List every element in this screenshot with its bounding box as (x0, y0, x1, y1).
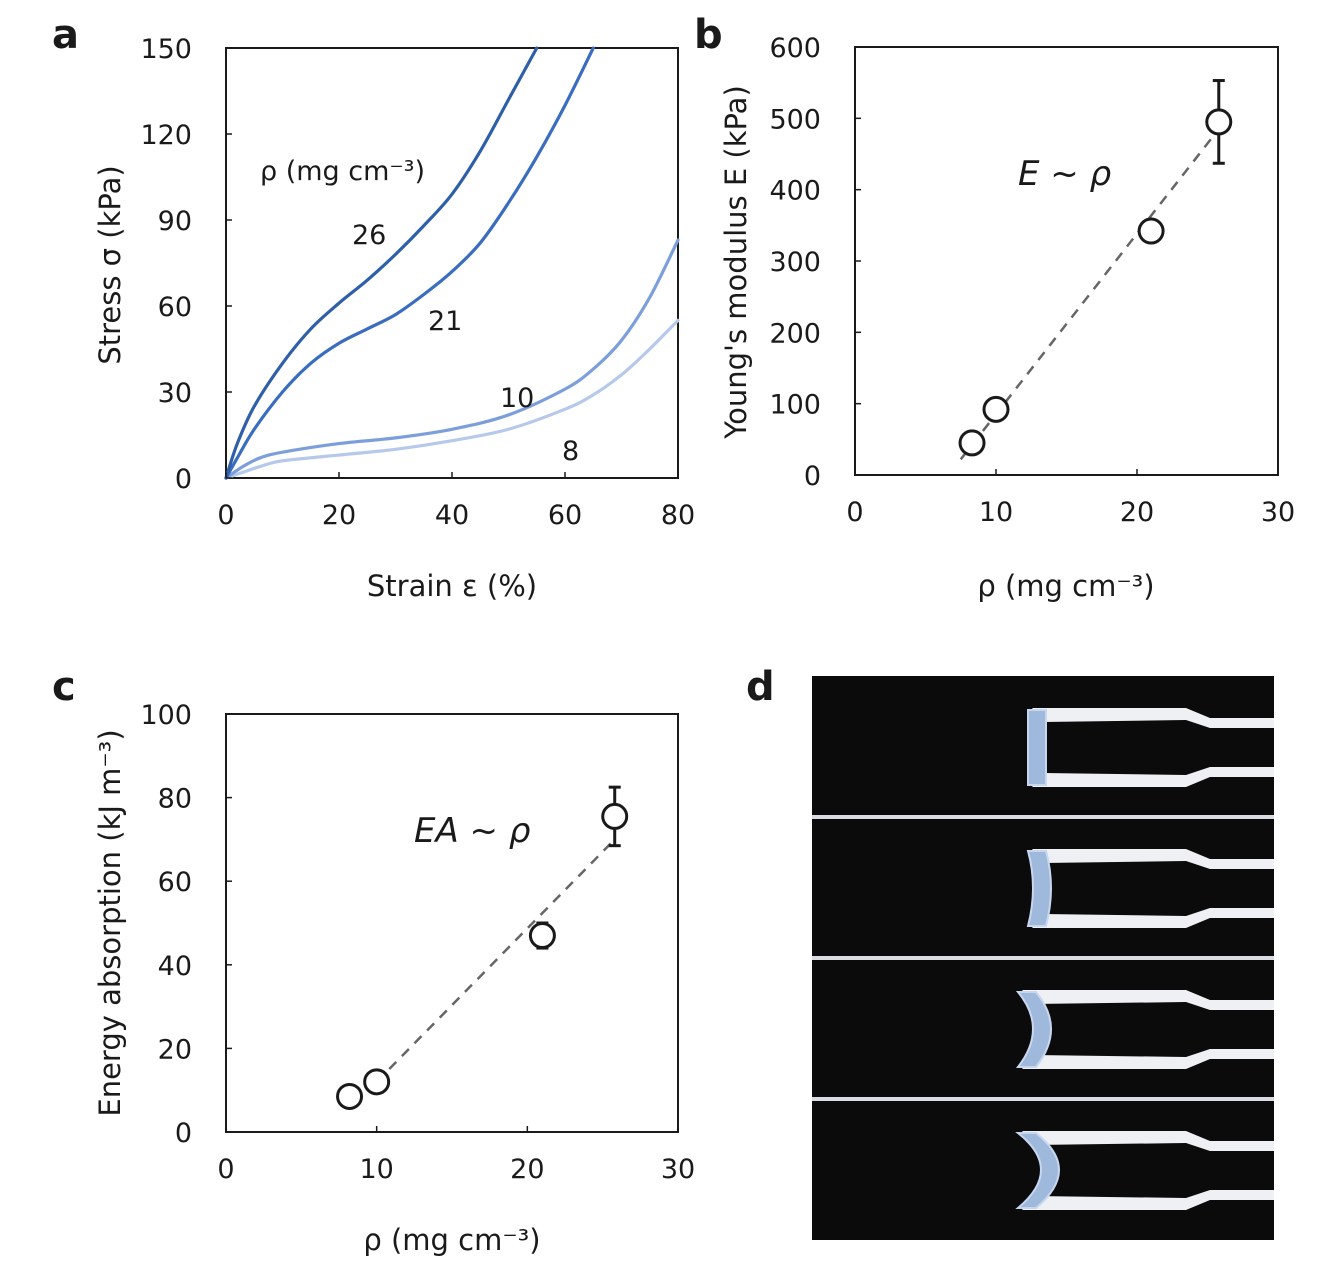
panel-b-x-tick-label: 10 (979, 497, 1013, 528)
panel-a-series-line-8 (224, 318, 680, 480)
panel-a-x-tick-label: 60 (548, 500, 582, 531)
panel-c-plot-frame (225, 713, 679, 1133)
photo-upper-jaw (1032, 849, 1274, 869)
photo-frame-divider (812, 815, 1274, 819)
panel-b-y-tick-label: 400 (769, 176, 821, 207)
panel-a-label-26: 26 (352, 220, 386, 251)
panel-b-data-point (1205, 108, 1233, 136)
panel-c-data-point (336, 1082, 364, 1110)
panel-c-data-point (601, 802, 629, 830)
panel-c-marks-group (336, 785, 629, 1110)
panel-b-data-point (1137, 217, 1165, 245)
panel-a-series-line-10 (224, 238, 680, 480)
photo-upper-jaw (1032, 708, 1274, 728)
panel-a-ticks: 0 20 40 60 80 0 30 60 90 120 150 (140, 34, 695, 531)
panel-a-stress-strain-chart: 0 20 40 60 80 0 30 60 90 120 150 ρ (mg cm⁻³) 26 21… (93, 34, 695, 603)
panel-a-x-axis-title: Strain ε (%) (367, 569, 537, 603)
panel-c-y-tick-label: 100 (140, 700, 192, 731)
panel-c-data-point (528, 922, 556, 950)
panel-b-marks-group (958, 79, 1233, 461)
panel-a-x-tick-label: 20 (322, 500, 356, 531)
photo-sample (1015, 1132, 1060, 1209)
panel-c-y-tick-label: 80 (158, 784, 192, 815)
photo-upper-jaw (1022, 990, 1274, 1010)
panel-b-annotation: E ~ ρ (1018, 154, 1112, 194)
panel-c-data-point (363, 1068, 391, 1096)
photo-lower-jaw (1022, 1190, 1274, 1210)
panel-a-y-tick-label: 90 (158, 206, 192, 237)
panel-b-y-tick-label: 300 (769, 247, 821, 278)
panel-a-x-tick-label: 40 (435, 500, 469, 531)
panel-c-fit-line (375, 838, 616, 1083)
photo-lower-jaw (1022, 1049, 1274, 1069)
panel-a-y-tick-label: 0 (175, 464, 192, 495)
panel-b-x-tick-label: 20 (1120, 497, 1154, 528)
panel-a-series-line-26 (224, 46, 539, 480)
panel-a-y-axis-title: Stress σ (kPa) (93, 165, 127, 364)
panel-a-y-tick-label: 60 (158, 292, 192, 323)
panel-c-y-tick-label: 0 (175, 1118, 192, 1149)
panel-c-y-tick-label: 60 (158, 867, 192, 898)
panel-letter-c: c (52, 664, 76, 710)
panel-c-x-axis-title: ρ (mg cm⁻³) (363, 1223, 540, 1257)
panel-a-label-21: 21 (428, 306, 462, 337)
panel-b-y-axis-title: Young's modulus E (kPa) (719, 85, 753, 440)
panel-b-y-tick-label: 0 (804, 461, 821, 492)
panel-a-legend-title: ρ (mg cm⁻³) (260, 156, 425, 187)
panel-b-y-tick-label: 500 (769, 104, 821, 135)
panel-a-label-10: 10 (500, 383, 534, 414)
panel-c-x-tick-label: 20 (510, 1154, 544, 1185)
panel-c-x-tick-label: 0 (217, 1154, 234, 1185)
panel-c-energy-absorption-chart: 0 10 20 30 0 20 40 60 80 100 EA ~ ρ ρ (mg cm⁻³) E… (93, 700, 695, 1257)
panel-d-photo-sequence (812, 676, 1274, 1240)
panel-a-y-tick-label: 30 (158, 378, 192, 409)
panel-c-y-tick-label: 20 (158, 1034, 192, 1065)
panel-a-series-group (224, 46, 680, 480)
panel-b-fit-line (959, 128, 1220, 461)
panel-c-x-tick-label: 30 (661, 1154, 695, 1185)
photo-frame-divider (812, 956, 1274, 960)
panel-letter-b: b (694, 12, 723, 58)
panel-b-y-tick-label: 100 (769, 390, 821, 421)
photo-sample (1026, 850, 1052, 927)
panel-c-ticks: 0 10 20 30 0 20 40 60 80 100 (140, 700, 695, 1185)
panel-letter-a: a (52, 12, 79, 58)
panel-a-x-tick-label: 0 (217, 500, 234, 531)
photo-lower-jaw (1032, 767, 1274, 787)
photo-frame-divider (812, 1097, 1274, 1101)
panel-c-y-tick-label: 40 (158, 951, 192, 982)
panel-b-x-tick-label: 30 (1261, 497, 1295, 528)
photo-sample (1015, 991, 1052, 1068)
panel-b-data-point (982, 395, 1010, 423)
photo-upper-jaw (1022, 1131, 1274, 1151)
panel-b-y-tick-label: 600 (769, 33, 821, 64)
panel-letter-d: d (746, 664, 775, 710)
panel-b-y-tick-label: 200 (769, 318, 821, 349)
photo-sample (1026, 709, 1048, 786)
panel-b-x-tick-label: 0 (846, 497, 863, 528)
panel-a-y-tick-label: 120 (140, 120, 192, 151)
panel-c-annotation: EA ~ ρ (414, 811, 531, 851)
photo-lower-jaw (1032, 908, 1274, 928)
panel-a-x-tick-label: 80 (661, 500, 695, 531)
panel-b-x-axis-title: ρ (mg cm⁻³) (977, 569, 1154, 603)
panel-c-x-tick-label: 10 (359, 1154, 393, 1185)
panel-a-y-tick-label: 150 (140, 34, 192, 65)
panel-c-y-axis-title: Energy absorption (kJ m⁻³) (93, 729, 127, 1116)
panel-a-series-line-21 (224, 46, 595, 480)
panel-a-plot-frame (225, 47, 679, 479)
panel-b-data-point (958, 429, 986, 457)
panel-a-label-8: 8 (562, 436, 579, 467)
